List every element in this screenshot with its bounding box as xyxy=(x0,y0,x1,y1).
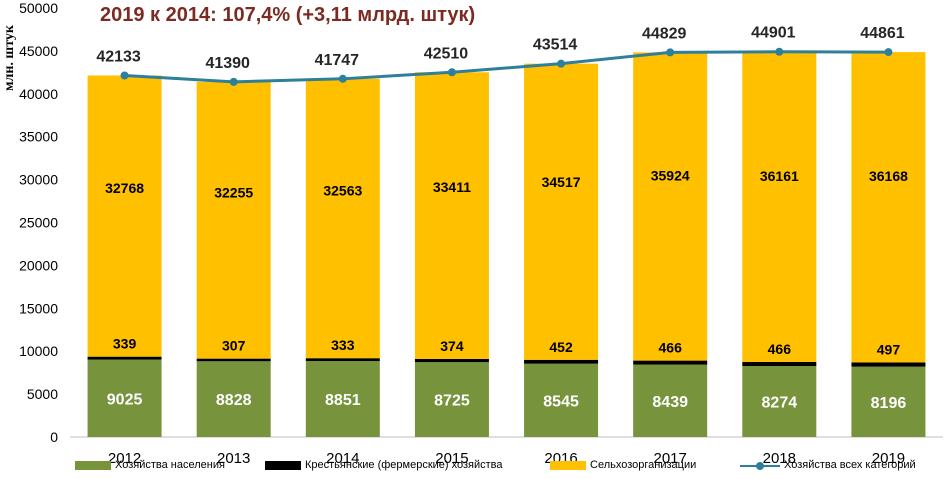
bar-farms xyxy=(742,362,817,367)
bar-agri-orgs xyxy=(851,52,926,363)
legend-label-all-categories: Хозяйства всех категорий xyxy=(784,459,916,471)
data-label-farms: 452 xyxy=(549,339,573,355)
bar-agri-orgs xyxy=(305,78,380,359)
bar-farms xyxy=(524,359,599,364)
x-tick-label: 2017 xyxy=(654,450,687,467)
data-label-all-categories: 43514 xyxy=(533,37,578,54)
point-all-categories xyxy=(557,59,566,68)
bar-farms xyxy=(305,358,380,362)
bar-farms xyxy=(851,362,926,367)
legend-marker-all-categories xyxy=(756,462,764,470)
y-tick-label: 20000 xyxy=(19,257,58,273)
bar-agri-orgs xyxy=(524,63,599,360)
bar-households xyxy=(742,366,817,437)
data-label-agri-orgs: 36161 xyxy=(760,168,799,184)
bar-households xyxy=(633,364,708,437)
data-label-households: 8274 xyxy=(762,395,798,412)
x-tick-label: 2012 xyxy=(108,450,141,467)
bar-agri-orgs xyxy=(87,75,162,357)
bar-farms xyxy=(414,358,489,363)
point-all-categories xyxy=(120,71,129,80)
x-tick-label: 2015 xyxy=(435,450,468,467)
data-label-all-categories: 42510 xyxy=(424,45,469,62)
data-label-farms: 374 xyxy=(440,338,464,354)
legend-label-farms: Крестьянские (фермерские) хозяйства xyxy=(305,459,503,471)
data-label-all-categories: 42133 xyxy=(96,48,141,65)
bar-agri-orgs xyxy=(742,51,817,363)
data-label-households: 8828 xyxy=(216,392,252,409)
data-label-all-categories: 44861 xyxy=(860,25,905,42)
y-tick-label: 45000 xyxy=(19,43,58,59)
y-tick-label: 0 xyxy=(50,429,58,445)
data-label-farms: 339 xyxy=(113,336,137,352)
y-tick-label: 30000 xyxy=(19,172,58,188)
data-label-agri-orgs: 36168 xyxy=(869,168,908,184)
bar-farms xyxy=(633,360,708,365)
x-tick-label: 2014 xyxy=(326,450,359,467)
line-all-categories xyxy=(124,50,889,84)
point-all-categories xyxy=(775,47,784,56)
data-label-households: 8851 xyxy=(325,392,361,409)
bar-farms xyxy=(87,356,162,360)
point-all-categories xyxy=(666,48,675,57)
bar-households xyxy=(87,359,162,437)
data-label-all-categories: 41390 xyxy=(205,55,250,72)
y-tick-label: 35000 xyxy=(19,129,58,145)
bar-agri-orgs xyxy=(414,72,489,359)
data-label-all-categories: 44901 xyxy=(751,25,796,42)
data-label-all-categories: 41747 xyxy=(315,52,360,69)
bar-agri-orgs xyxy=(633,52,708,361)
data-label-households: 8196 xyxy=(871,395,907,412)
data-label-agri-orgs: 33411 xyxy=(433,179,471,195)
bar-households xyxy=(196,361,271,437)
legend: Хозяйства населения Крестьянские (фермер… xyxy=(0,456,948,478)
y-tick-label: 50000 xyxy=(19,0,58,16)
legend-swatch-agri-orgs xyxy=(550,461,586,470)
x-tick-label: 2019 xyxy=(872,450,905,467)
data-label-agri-orgs: 35924 xyxy=(651,168,690,184)
data-label-agri-orgs: 32563 xyxy=(323,183,362,199)
bar-agri-orgs xyxy=(196,81,271,359)
y-tick-label: 25000 xyxy=(19,215,58,231)
data-label-farms: 497 xyxy=(877,341,901,357)
data-label-agri-orgs: 32255 xyxy=(214,185,253,201)
data-label-farms: 333 xyxy=(331,337,355,353)
x-tick-label: 2013 xyxy=(217,450,250,467)
data-label-agri-orgs: 34517 xyxy=(542,174,581,190)
bar-households xyxy=(305,361,380,437)
data-label-agri-orgs: 32768 xyxy=(105,180,144,196)
data-label-farms: 466 xyxy=(768,341,792,357)
point-all-categories xyxy=(884,48,893,57)
legend-swatch-households xyxy=(75,461,111,470)
data-label-households: 8545 xyxy=(543,393,579,410)
point-all-categories xyxy=(447,68,456,77)
bar-households xyxy=(414,362,489,437)
y-tick-label: 10000 xyxy=(19,343,58,359)
y-axis-label: млн. штук xyxy=(2,24,17,92)
chart-title: 2019 к 2014: 107,4% (+3,11 млрд. штук) xyxy=(100,4,476,26)
bar-households xyxy=(851,366,926,437)
bar-households xyxy=(524,363,599,437)
data-label-farms: 466 xyxy=(659,340,683,356)
data-label-households: 8439 xyxy=(652,394,688,411)
data-label-households: 8725 xyxy=(434,393,470,410)
point-all-categories xyxy=(229,77,238,86)
y-tick-label: 15000 xyxy=(19,300,58,316)
data-label-households: 9025 xyxy=(107,391,143,408)
legend-label-agri-orgs: Сельхозорганизации xyxy=(590,459,697,471)
y-tick-label: 5000 xyxy=(27,386,58,402)
point-all-categories xyxy=(338,74,347,83)
data-label-all-categories: 44829 xyxy=(642,25,687,42)
y-tick-label: 40000 xyxy=(19,86,58,102)
data-label-farms: 307 xyxy=(222,338,246,354)
legend-swatch-farms xyxy=(265,461,301,470)
bar-farms xyxy=(196,358,271,362)
legend-label-households: Хозяйства населения xyxy=(115,459,225,471)
x-tick-label: 2018 xyxy=(763,450,796,467)
